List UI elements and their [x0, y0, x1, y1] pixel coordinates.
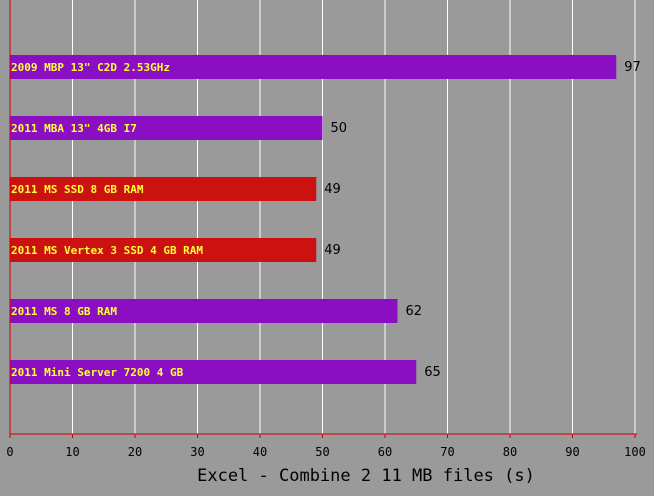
bar: [10, 116, 323, 140]
bar-value-label: 65: [424, 365, 441, 380]
bar-category-label: 2009 MBP 13" C2D 2.53GHz: [11, 61, 170, 74]
x-tick-label: 10: [65, 445, 79, 459]
axes: [9, 0, 637, 437]
bar-value-label: 62: [406, 304, 423, 319]
x-tick-label: 30: [190, 445, 204, 459]
x-tick-label: 20: [128, 445, 142, 459]
x-tick-label: 90: [565, 445, 579, 459]
x-tick-label: 0: [6, 445, 13, 459]
x-tick-label: 70: [440, 445, 454, 459]
x-ticks: 0 10 20 30 40 50 60 70 80 90 100: [6, 434, 646, 459]
bar-value-label: 49: [324, 182, 341, 197]
bar-value-label: 50: [331, 121, 348, 136]
bars-group: 2009 MBP 13" C2D 2.53GHz 97 2011 MBA 13" 4…: [10, 55, 641, 384]
bar: [10, 299, 398, 323]
bar-category-label: 2011 MS 8 GB RAM: [11, 305, 117, 318]
bar: [10, 177, 317, 201]
x-tick-label: 40: [253, 445, 267, 459]
bar-value-label: 49: [324, 243, 341, 258]
bar: [10, 360, 417, 384]
x-tick-label: 60: [378, 445, 392, 459]
x-axis-title: Excel - Combine 2 11 MB files (s): [197, 466, 535, 486]
x-tick-label: 100: [624, 445, 646, 459]
bar: [10, 238, 317, 262]
bar-category-label: 2011 MBA 13" 4GB I7: [11, 122, 137, 135]
bar-value-label: 97: [624, 60, 641, 75]
bar-category-label: 2011 Mini Server 7200 4 GB: [11, 366, 184, 379]
x-tick-label: 80: [503, 445, 517, 459]
bar-category-label: 2011 MS SSD 8 GB RAM: [11, 183, 144, 196]
bar-category-label: 2011 MS Vertex 3 SSD 4 GB RAM: [11, 244, 203, 257]
bar: [10, 55, 617, 79]
x-tick-label: 50: [315, 445, 329, 459]
